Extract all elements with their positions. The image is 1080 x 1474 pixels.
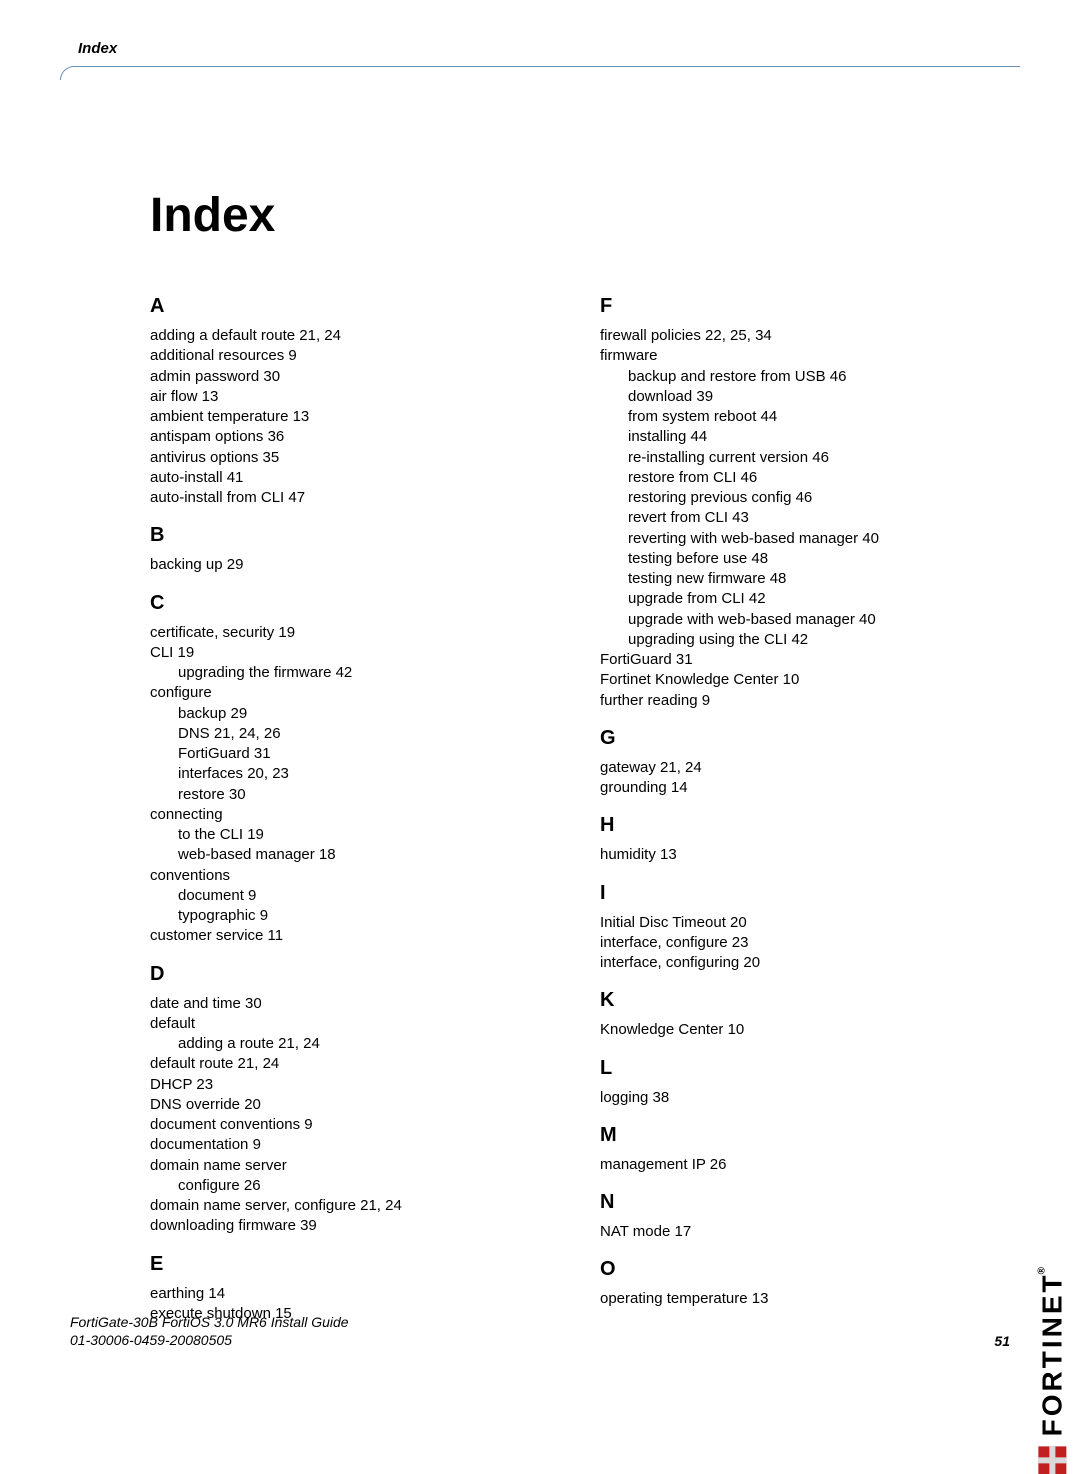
index-entry: firewall policies 22, 25, 34	[600, 326, 1010, 346]
index-subentry: from system reboot 44	[600, 407, 1010, 427]
index-subentry: re-installing current version 46	[600, 448, 1010, 468]
header-section-label: Index	[70, 40, 117, 57]
index-letter-heading: N	[600, 1189, 1010, 1216]
index-subentry: testing before use 48	[600, 549, 1010, 569]
index-subentry: reverting with web-based manager 40	[600, 529, 1010, 549]
index-entry: further reading 9	[600, 691, 1010, 711]
index-subentry: DNS 21, 24, 26	[150, 724, 560, 744]
index-entry: Fortinet Knowledge Center 10	[600, 670, 1010, 690]
page-header: Index	[70, 40, 1010, 68]
index-entry: configure	[150, 683, 560, 703]
index-entry: default route 21, 24	[150, 1054, 560, 1074]
brand-logo-mark	[1038, 1446, 1066, 1474]
index-subentry: web-based manager 18	[150, 845, 560, 865]
index-entry: conventions	[150, 866, 560, 886]
index-entry: firmware	[600, 346, 1010, 366]
brand-logo-text: FORTINET®	[1036, 1267, 1068, 1436]
footer-guide-title: FortiGate-30B FortiOS 3.0 MR6 Install Gu…	[70, 1313, 349, 1331]
index-entry: adding a default route 21, 24	[150, 326, 560, 346]
index-subentry: upgrade with web-based manager 40	[600, 610, 1010, 630]
index-letter-heading: E	[150, 1251, 560, 1278]
index-letter-heading: B	[150, 522, 560, 549]
index-entry: document conventions 9	[150, 1115, 560, 1135]
index-entry: auto-install from CLI 47	[150, 488, 560, 508]
index-entry: certificate, security 19	[150, 623, 560, 643]
index-entry: humidity 13	[600, 845, 1010, 865]
page-title: Index	[70, 188, 1010, 243]
footer-doc-number: 01-30006-0459-20080505	[70, 1331, 349, 1349]
index-subentry: upgrading the firmware 42	[150, 663, 560, 683]
index-entry: logging 38	[600, 1088, 1010, 1108]
index-subentry: document 9	[150, 886, 560, 906]
index-subentry: upgrading using the CLI 42	[600, 630, 1010, 650]
index-entry: backing up 29	[150, 555, 560, 575]
index-subentry: backup and restore from USB 46	[600, 367, 1010, 387]
index-entry: FortiGuard 31	[600, 650, 1010, 670]
index-subentry: upgrade from CLI 42	[600, 589, 1010, 609]
index-entry: ambient temperature 13	[150, 407, 560, 427]
index-entry: additional resources 9	[150, 346, 560, 366]
index-letter-heading: D	[150, 961, 560, 988]
index-columns: Aadding a default route 21, 24additional…	[70, 279, 1010, 1324]
index-letter-heading: G	[600, 725, 1010, 752]
index-letter-heading: C	[150, 590, 560, 617]
index-subentry: backup 29	[150, 704, 560, 724]
index-entry: default	[150, 1014, 560, 1034]
index-letter-heading: O	[600, 1256, 1010, 1283]
index-entry: CLI 19	[150, 643, 560, 663]
index-subentry: testing new firmware 48	[600, 569, 1010, 589]
index-subentry: FortiGuard 31	[150, 744, 560, 764]
index-entry: air flow 13	[150, 387, 560, 407]
index-entry: DNS override 20	[150, 1095, 560, 1115]
footer-left: FortiGate-30B FortiOS 3.0 MR6 Install Gu…	[70, 1313, 349, 1349]
index-letter-heading: L	[600, 1055, 1010, 1082]
index-subentry: to the CLI 19	[150, 825, 560, 845]
index-entry: Initial Disc Timeout 20	[600, 913, 1010, 933]
index-entry: Knowledge Center 10	[600, 1020, 1010, 1040]
document-page: Index Index Aadding a default route 21, …	[0, 0, 1080, 1397]
index-column-right: Ffirewall policies 22, 25, 34firmwarebac…	[600, 279, 1010, 1324]
index-entry: domain name server	[150, 1156, 560, 1176]
index-entry: earthing 14	[150, 1284, 560, 1304]
index-entry: auto-install 41	[150, 468, 560, 488]
index-entry: downloading firmware 39	[150, 1216, 560, 1236]
brand-logo: FORTINET®	[1036, 1267, 1068, 1474]
index-entry: date and time 30	[150, 994, 560, 1014]
index-entry: grounding 14	[600, 778, 1010, 798]
index-subentry: typographic 9	[150, 906, 560, 926]
index-entry: operating temperature 13	[600, 1289, 1010, 1309]
index-subentry: download 39	[600, 387, 1010, 407]
index-subentry: restore 30	[150, 785, 560, 805]
index-subentry: installing 44	[600, 427, 1010, 447]
index-entry: connecting	[150, 805, 560, 825]
index-entry: management IP 26	[600, 1155, 1010, 1175]
index-entry: interface, configure 23	[600, 933, 1010, 953]
index-column-left: Aadding a default route 21, 24additional…	[150, 279, 560, 1324]
index-letter-heading: M	[600, 1122, 1010, 1149]
index-entry: domain name server, configure 21, 24	[150, 1196, 560, 1216]
index-entry: gateway 21, 24	[600, 758, 1010, 778]
index-subentry: restore from CLI 46	[600, 468, 1010, 488]
footer-page-number: 51	[994, 1333, 1010, 1349]
index-entry: interface, configuring 20	[600, 953, 1010, 973]
index-letter-heading: A	[150, 293, 560, 320]
index-letter-heading: H	[600, 812, 1010, 839]
header-rule	[60, 66, 1020, 80]
index-subentry: restoring previous config 46	[600, 488, 1010, 508]
index-entry: antivirus options 35	[150, 448, 560, 468]
index-entry: customer service 11	[150, 926, 560, 946]
index-subentry: adding a route 21, 24	[150, 1034, 560, 1054]
index-entry: DHCP 23	[150, 1075, 560, 1095]
index-letter-heading: K	[600, 987, 1010, 1014]
index-entry: admin password 30	[150, 367, 560, 387]
index-entry: antispam options 36	[150, 427, 560, 447]
index-letter-heading: I	[600, 880, 1010, 907]
index-subentry: revert from CLI 43	[600, 508, 1010, 528]
index-letter-heading: F	[600, 293, 1010, 320]
index-entry: documentation 9	[150, 1135, 560, 1155]
index-entry: NAT mode 17	[600, 1222, 1010, 1242]
page-footer: FortiGate-30B FortiOS 3.0 MR6 Install Gu…	[70, 1313, 1010, 1349]
index-subentry: interfaces 20, 23	[150, 764, 560, 784]
index-subentry: configure 26	[150, 1176, 560, 1196]
